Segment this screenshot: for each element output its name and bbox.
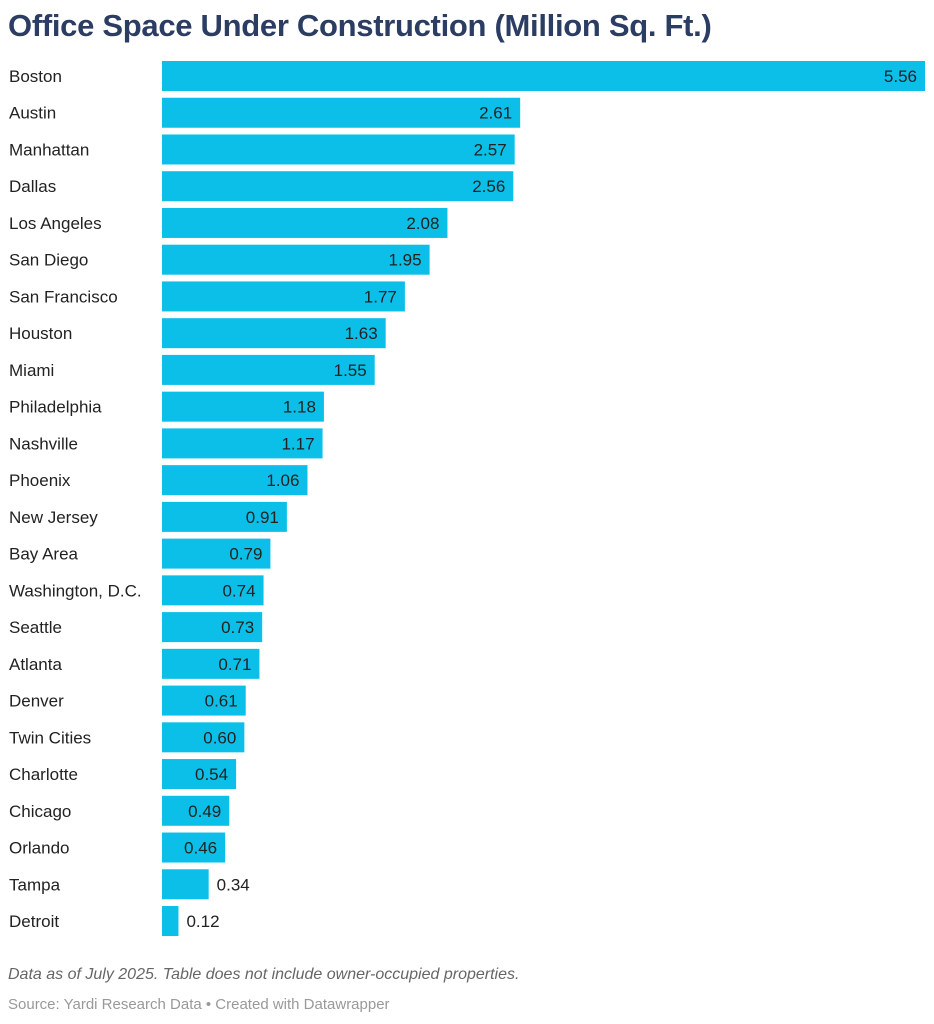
value-label: 1.17 <box>281 434 314 453</box>
category-label: Atlanta <box>9 655 62 674</box>
category-label: San Francisco <box>9 287 118 306</box>
bar <box>162 465 308 496</box>
value-label: 0.46 <box>184 839 217 858</box>
category-label: Orlando <box>9 839 69 858</box>
bar <box>162 97 521 128</box>
category-label: Houston <box>9 324 72 343</box>
category-label: Washington, D.C. <box>9 581 142 600</box>
value-label: 2.57 <box>474 140 507 159</box>
chart-source: Source: Yardi Research Data • Created wi… <box>8 996 390 1013</box>
bar <box>162 906 179 937</box>
value-label: 1.55 <box>334 361 367 380</box>
category-label: Austin <box>9 104 56 123</box>
bar <box>162 648 260 679</box>
category-label: Phoenix <box>9 471 71 490</box>
value-label: 0.49 <box>188 802 221 821</box>
value-label: 0.74 <box>222 581 255 600</box>
value-label: 2.56 <box>472 177 505 196</box>
category-label: Los Angeles <box>9 214 102 233</box>
value-label: 0.73 <box>221 618 254 637</box>
bar <box>162 318 386 349</box>
value-label: 1.77 <box>364 287 397 306</box>
category-label: Nashville <box>9 434 78 453</box>
bar <box>162 61 925 91</box>
chart-note: Data as of July 2025. Table does not inc… <box>8 966 520 983</box>
category-label: Miami <box>9 361 54 380</box>
category-label: Chicago <box>9 802 71 821</box>
value-label: 1.06 <box>266 471 299 490</box>
category-label: Manhattan <box>9 140 89 159</box>
category-label: Detroit <box>9 912 59 931</box>
value-label: 2.61 <box>479 104 512 123</box>
value-label: 1.18 <box>283 398 316 417</box>
bar <box>162 612 263 643</box>
bar <box>162 685 246 716</box>
value-label: 1.95 <box>389 251 422 270</box>
bar <box>162 134 515 165</box>
value-label: 0.71 <box>218 655 251 674</box>
chart-title: Office Space Under Construction (Million… <box>8 8 712 43</box>
bar <box>162 207 448 238</box>
bar <box>162 538 271 569</box>
category-label: Bay Area <box>9 545 79 564</box>
bar <box>162 575 264 606</box>
value-label: 0.60 <box>203 728 236 747</box>
value-label: 1.63 <box>345 324 378 343</box>
value-label: 2.08 <box>406 214 439 233</box>
bar <box>162 869 209 900</box>
bar <box>162 244 430 275</box>
bar <box>162 795 230 826</box>
value-label: 0.54 <box>195 765 228 784</box>
category-label: Dallas <box>9 177 56 196</box>
category-label: Boston <box>9 67 62 86</box>
bar <box>162 759 237 790</box>
category-label: San Diego <box>9 251 88 270</box>
category-label: Charlotte <box>9 765 78 784</box>
category-label: Seattle <box>9 618 62 637</box>
category-label: Tampa <box>9 875 61 894</box>
bar <box>162 501 287 532</box>
bar <box>162 171 514 202</box>
category-label: New Jersey <box>9 508 98 527</box>
bar <box>162 428 323 459</box>
value-label: 0.91 <box>246 508 279 527</box>
category-label: Twin Cities <box>9 728 91 747</box>
bar <box>162 832 226 863</box>
value-label: 0.79 <box>229 545 262 564</box>
bar-chart: Boston 5.56 Austin 2.61 Manhattan 2.57 Dallas 2… <box>9 61 925 937</box>
value-label: 5.56 <box>884 67 917 86</box>
category-label: Denver <box>9 692 64 711</box>
value-label: 0.61 <box>205 692 238 711</box>
value-label: 0.12 <box>186 912 219 931</box>
bar <box>162 354 375 385</box>
category-label: Philadelphia <box>9 398 102 417</box>
bar <box>162 722 245 753</box>
bar <box>162 391 324 422</box>
value-label: 0.34 <box>217 875 250 894</box>
bar <box>162 281 405 312</box>
